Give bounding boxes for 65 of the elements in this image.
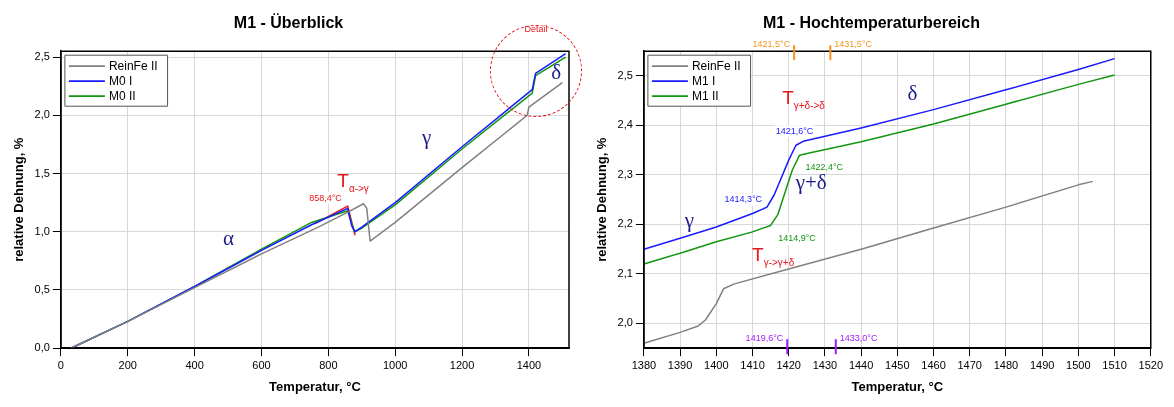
x-tick-label: 1520 bbox=[1138, 358, 1164, 371]
annotation: α bbox=[223, 225, 235, 251]
y-tick-label: 2,3 bbox=[617, 167, 633, 180]
y-tick-label: 0,5 bbox=[34, 283, 50, 295]
x-tick-label: 1500 bbox=[1066, 358, 1091, 371]
ref-line-label: 1431,5°C bbox=[834, 39, 873, 50]
annotation: 1421,6°C bbox=[775, 125, 814, 136]
legend-label: M1 II bbox=[691, 88, 719, 103]
y-tick-label: 2,5 bbox=[34, 50, 50, 63]
x-tick-label: 200 bbox=[118, 358, 137, 371]
y-tick-label: 2,4 bbox=[617, 118, 633, 131]
annotation: 1414,3°C bbox=[724, 194, 763, 205]
legend-label: ReinFe II bbox=[691, 58, 741, 73]
y-tick-label: 2,0 bbox=[34, 108, 50, 121]
x-tick-label: 1000 bbox=[382, 358, 408, 371]
legend-label: M1 I bbox=[691, 73, 716, 88]
x-tick-label: 800 bbox=[319, 358, 338, 371]
x-tick-label: 1430 bbox=[812, 358, 838, 371]
x-tick-label: 1420 bbox=[776, 358, 801, 371]
annotation: 1422,4°C bbox=[805, 161, 844, 172]
x-tick-label: 1440 bbox=[848, 358, 874, 371]
x-tick-label: 1380 bbox=[631, 358, 657, 371]
ref-line-label: 1433,0°C bbox=[839, 333, 878, 344]
annotation: T$_{α->γ}$ bbox=[337, 169, 369, 194]
chart-title: M1 - Hochtemperaturbereich bbox=[763, 14, 980, 32]
y-tick-label: 1,5 bbox=[34, 166, 50, 179]
y-tick-label: 1,0 bbox=[34, 224, 50, 237]
x-tick-label: 1400 bbox=[704, 358, 729, 371]
x-tick-label: 1490 bbox=[1029, 358, 1055, 371]
x-tick-label: 1460 bbox=[921, 358, 946, 371]
annotation: δ bbox=[551, 59, 562, 85]
y-tick-label: 2,0 bbox=[617, 316, 633, 329]
y-tick-label: 2,2 bbox=[617, 217, 633, 230]
ref-line-label: 1419,6°C bbox=[745, 333, 784, 344]
annotation: 1414,9°C bbox=[778, 233, 817, 244]
annotation: 858,4°C bbox=[309, 192, 343, 203]
x-tick-label: 1510 bbox=[1102, 358, 1127, 371]
annotation: T$_{γ->γ+δ}$ bbox=[752, 244, 795, 269]
x-tick-label: 400 bbox=[185, 358, 204, 371]
legend-label: ReinFe II bbox=[108, 58, 158, 73]
x-tick-label: 1480 bbox=[993, 358, 1019, 371]
x-tick-label: 0 bbox=[57, 358, 64, 371]
legend-label: M0 I bbox=[108, 73, 133, 88]
y-tick-label: 2,5 bbox=[617, 68, 633, 81]
annotation: γ bbox=[422, 124, 432, 150]
y-axis-title: relative Dehnung, % bbox=[594, 137, 610, 262]
x-tick-label: 1410 bbox=[740, 358, 765, 371]
y-axis-title: relative Dehnung, % bbox=[11, 137, 27, 262]
annotation: δ bbox=[907, 80, 918, 106]
ref-line-label: 1421,5°C bbox=[752, 39, 791, 50]
annotation: γ bbox=[684, 207, 695, 233]
x-tick-label: 600 bbox=[252, 358, 271, 371]
x-tick-label: 1200 bbox=[449, 358, 475, 371]
x-tick-label: 1450 bbox=[885, 358, 910, 371]
text: Detail bbox=[524, 23, 548, 34]
x-axis-title: Temperatur, °C bbox=[269, 378, 362, 394]
y-tick-label: 2,1 bbox=[617, 266, 633, 279]
chart-title: M1 - Überblick bbox=[233, 13, 344, 32]
x-tick-label: 1400 bbox=[516, 358, 542, 371]
y-tick-label: 0,0 bbox=[34, 341, 50, 354]
annotation: T$_{γ+δ->δ}$ bbox=[782, 86, 825, 111]
legend-label: M0 II bbox=[108, 88, 136, 103]
x-axis-title: Temperatur, °C bbox=[851, 378, 944, 394]
x-tick-label: 1470 bbox=[957, 358, 982, 371]
x-tick-label: 1390 bbox=[667, 358, 693, 371]
